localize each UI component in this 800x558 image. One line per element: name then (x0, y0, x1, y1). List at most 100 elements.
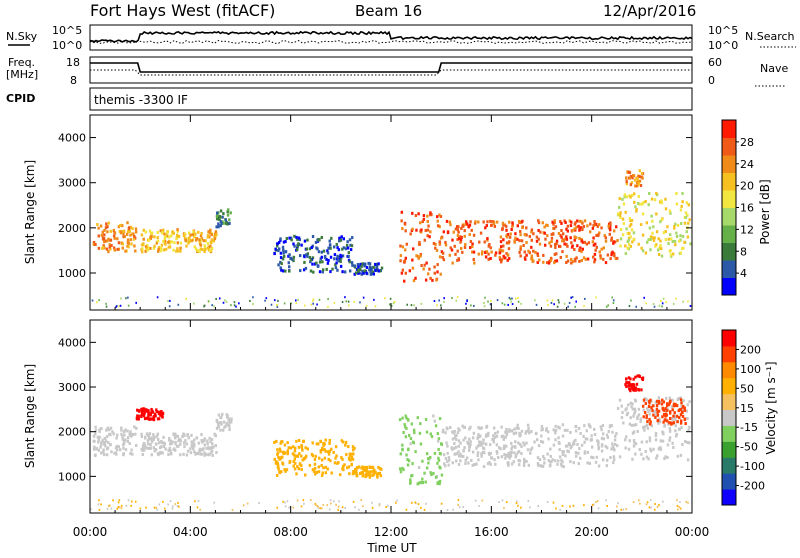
velocity-cell (459, 459, 462, 463)
velocity-cell (404, 435, 408, 439)
power-cell (339, 264, 343, 268)
velocity-cell (686, 458, 690, 462)
velocity-cell (535, 438, 539, 442)
power-cell (400, 210, 404, 214)
power-cell (112, 228, 115, 232)
velocity-cell (655, 456, 658, 460)
velocity-cell (601, 424, 605, 428)
velocity-cell (135, 426, 138, 430)
velocity-cell (455, 434, 458, 438)
power-cell (163, 239, 167, 243)
velocity-cell (653, 508, 656, 511)
power-cell (440, 304, 442, 307)
power-cell (431, 278, 434, 282)
velocity-cell (189, 451, 193, 455)
velocity-cell (652, 404, 655, 408)
power-cell (624, 252, 628, 256)
velocity-cell (117, 501, 120, 504)
power-cell (424, 278, 428, 282)
velocity-cell (634, 423, 638, 427)
power-cell (471, 245, 474, 249)
velocity-cell (129, 431, 132, 435)
power-cell (289, 256, 293, 260)
power-cell (550, 239, 553, 243)
velocity-cell (680, 426, 683, 430)
velocity-cell (160, 409, 163, 413)
power-cell (592, 255, 595, 259)
velocity-cell (673, 411, 676, 415)
power-cell (179, 241, 183, 245)
power-cell (412, 247, 415, 251)
power-cell (187, 231, 191, 235)
power-cell (506, 233, 510, 237)
velocity-cell (417, 503, 420, 506)
velocity-cell (663, 418, 667, 422)
velocity-cell (203, 443, 206, 447)
velocity-cell (591, 503, 594, 506)
power-cell (345, 300, 348, 303)
velocity-cell (288, 506, 290, 509)
velocity-cell (467, 442, 471, 446)
power-cell (367, 261, 370, 265)
velocity-cell (321, 471, 324, 475)
velocity-cell (517, 458, 520, 462)
power-cell (679, 221, 683, 225)
power-cell (669, 211, 672, 215)
power-cell (144, 249, 147, 253)
velocity-cell (98, 508, 101, 511)
velocity-cell (457, 454, 461, 458)
velocity-colorbar-label: Velocity [m s⁻¹] (764, 361, 778, 454)
velocity-cell (356, 474, 359, 478)
power-cell (570, 241, 573, 245)
power-cell (681, 200, 684, 204)
power-cell (448, 253, 451, 257)
power-cell (610, 238, 613, 242)
power-cell (580, 220, 583, 224)
velocity-cell (481, 499, 484, 502)
velocity-cell (147, 437, 151, 441)
power-cell (373, 298, 375, 301)
velocity-cell (660, 402, 664, 406)
velocity-cell (353, 446, 356, 450)
power-cell (108, 243, 111, 247)
velocity-cell (371, 473, 375, 477)
power-cell (225, 300, 228, 303)
velocity-cell (423, 508, 426, 511)
power-cell (401, 245, 405, 249)
velocity-cell (126, 436, 130, 440)
velocity-cell (281, 450, 285, 454)
power-cell (621, 233, 625, 237)
velocity-cell (457, 439, 461, 443)
velocity-cell (337, 508, 340, 511)
date-label: 12/Apr/2016 (603, 2, 696, 20)
velocity-cell (155, 408, 158, 412)
power-cell (549, 256, 553, 260)
velocity-cell (587, 423, 591, 427)
velocity-cell (482, 465, 486, 469)
velocity-cell (341, 457, 344, 461)
velocity-cell (459, 454, 462, 458)
velocity-cell (131, 433, 135, 437)
velocity-cell (504, 430, 508, 434)
velocity-cell (341, 506, 344, 509)
power-cell (199, 247, 202, 251)
velocity-cell (591, 456, 595, 460)
velocity-cell (476, 444, 480, 448)
power-cell (679, 251, 683, 255)
power-cell (550, 232, 553, 236)
power-cell (159, 246, 163, 250)
velocity-cell (649, 420, 652, 424)
velocity-cell (446, 451, 449, 455)
velocity-cell (101, 438, 104, 442)
power-cell (163, 232, 166, 236)
velocity-cell (141, 448, 144, 452)
power-cell (330, 236, 333, 240)
power-cell (368, 268, 371, 272)
velocity-cell (321, 448, 324, 452)
velocity-cell (535, 432, 538, 436)
velocity-cell (668, 401, 671, 405)
power-cell (625, 227, 628, 231)
velocity-cell (624, 383, 627, 387)
power-cell (551, 220, 554, 224)
